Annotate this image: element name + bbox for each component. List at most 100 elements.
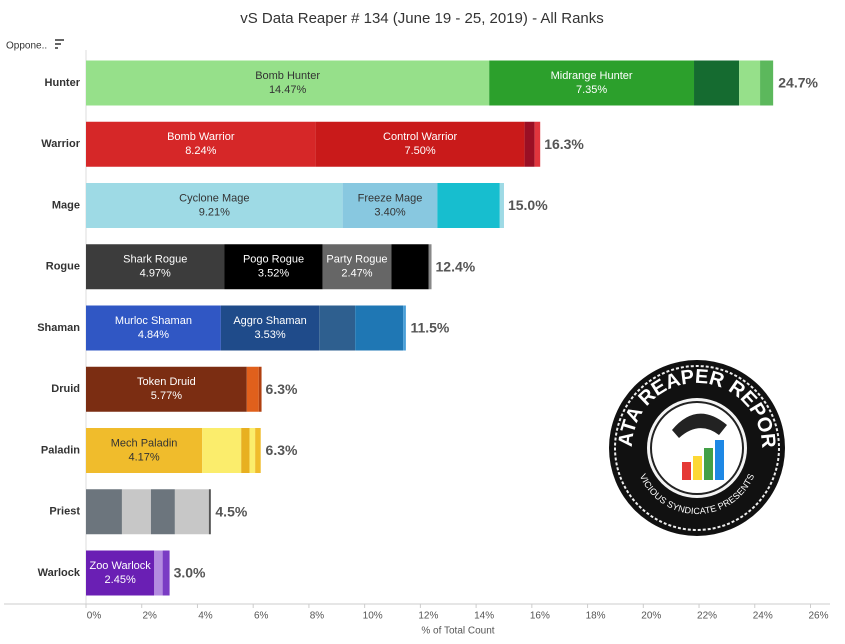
x-tick-label: 22% [697,611,717,622]
bar-segment [150,489,175,535]
segment-name: Zoo Warlock [89,560,151,572]
segment-name: Aggro Shaman [233,315,306,327]
bar-segment [403,305,406,351]
x-tick-label: 18% [586,611,606,622]
x-tick-label: 0% [87,611,102,622]
total-label: 6.3% [266,381,298,397]
total-label: 6.3% [266,442,298,458]
segment-value-label: 7.50% [405,145,436,157]
total-label: 4.5% [215,503,247,519]
row-label: Paladin [41,444,80,456]
bar-segment [437,183,500,228]
segment-name: Party Rogue [326,254,387,266]
row-label: Rogue [46,261,80,273]
bar-segment [391,244,429,290]
segment-value-label: 4.97% [140,268,171,280]
segment-name: Midrange Hunter [551,70,633,82]
bar-segment [489,60,695,106]
bar-segment [121,489,151,535]
row-label: Shaman [37,322,80,334]
bar-segment [86,489,122,535]
x-tick-label: 2% [143,611,158,622]
y-header: Oppone.. [6,41,47,52]
bar-segment [86,366,247,412]
segment-name: Pogo Rogue [243,254,304,266]
x-tick-label: 6% [254,611,269,622]
bar-segment [246,366,259,412]
bar-segment [524,121,535,167]
bar-segment [249,428,256,473]
total-label: 15.0% [508,197,548,213]
x-axis-label: % of Total Count [421,626,494,637]
segment-value-label: 2.47% [341,268,372,280]
x-tick-label: 8% [310,611,325,622]
x-tick-label: 14% [474,611,494,622]
segment-value-label: 3.53% [254,329,285,341]
segment-value-label: 2.45% [105,574,136,586]
row-label: Mage [52,199,80,211]
bar-segment [208,489,211,535]
bar-segment [760,60,774,106]
bar-segment [86,305,221,351]
bar-segment [86,121,316,167]
bar-segment [86,550,155,596]
segment-name: Cyclone Mage [179,192,249,204]
bar-segment [355,305,404,351]
bar-segment [428,244,432,290]
row-label: Priest [49,506,80,518]
bar-segment [86,60,490,106]
segment-name: Control Warrior [383,131,457,143]
row-label: Warrior [41,138,80,150]
total-label: 24.7% [778,75,818,91]
row-label: Hunter [45,77,81,89]
segment-name: Token Druid [137,376,196,388]
segment-value-label: 8.24% [185,145,216,157]
bar-segment [258,366,262,412]
segment-name: Bomb Hunter [255,70,320,82]
segment-value-label: 3.52% [258,268,289,280]
bar-segment [322,244,392,290]
total-label: 11.5% [410,320,449,336]
bar-segment [499,183,504,228]
bar-segment [174,489,209,535]
bar-segment [255,428,261,473]
total-label: 12.4% [436,258,476,274]
row-label: Druid [51,383,80,395]
x-tick-label: 24% [753,611,773,622]
chart-title: vS Data Reaper # 134 (June 19 - 25, 2019… [240,10,604,27]
bar-segment [694,60,740,106]
sort-icon[interactable] [55,39,64,49]
x-tick-label: 12% [418,611,438,622]
segment-value-label: 9.21% [199,206,230,218]
segment-value-label: 4.17% [128,451,159,463]
bar-segment [224,244,323,290]
bar-segment [162,550,170,596]
bar-segment [86,244,225,290]
x-tick-label: 20% [641,611,661,622]
total-label: 3.0% [174,565,206,581]
segment-name: Freeze Mage [358,192,423,204]
x-tick-label: 10% [363,611,383,622]
total-label: 16.3% [544,136,584,152]
segment-value-label: 7.35% [576,84,607,96]
bar-segment [86,428,203,473]
segment-name: Murloc Shaman [115,315,192,327]
segment-name: Bomb Warrior [167,131,235,143]
segment-value-label: 3.40% [374,206,405,218]
segment-value-label: 14.47% [269,84,307,96]
bar-segment [86,183,343,228]
bar-segment [739,60,761,106]
bar-segment [202,428,242,473]
bar-segment [315,121,525,167]
x-tick-label: 16% [530,611,550,622]
bar-segment [241,428,250,473]
bar-segment [342,183,438,228]
bar-segment [319,305,356,351]
row-label: Warlock [38,567,81,579]
x-tick-label: 4% [198,611,213,622]
bar-segment [154,550,163,596]
segment-value-label: 5.77% [151,390,182,402]
x-tick-label: 26% [808,611,828,622]
bar-segment [534,121,541,167]
